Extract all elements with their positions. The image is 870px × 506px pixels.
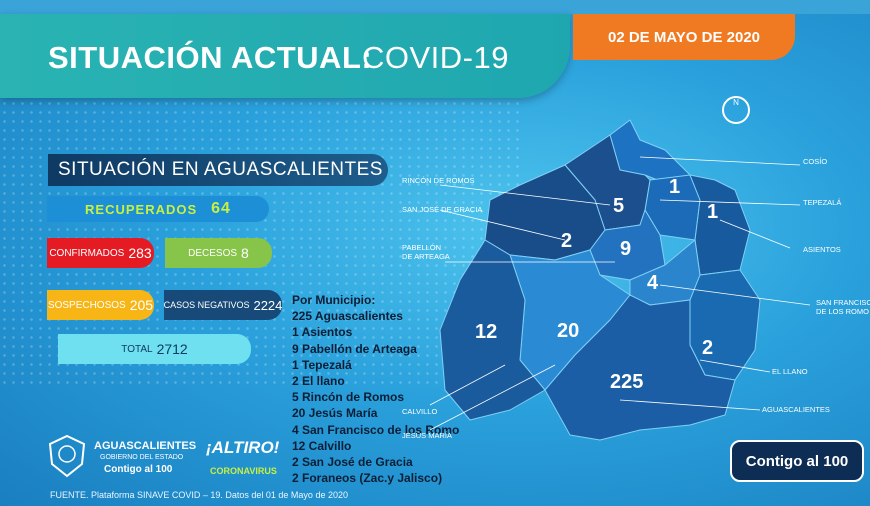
sospechosos-value: 205	[129, 297, 154, 313]
list-item: 20 Jesús María	[292, 406, 378, 421]
list-item: 1 Tepezalá	[292, 357, 352, 372]
map-label-sanfrancisco-2: DE LOS ROMO	[816, 307, 869, 316]
altiro-subtitle: CORONAVIRUS	[210, 466, 277, 476]
map-number-sanfrancisco: 4	[647, 272, 659, 294]
list-item: 12 Calvillo	[292, 438, 352, 453]
contigo-badge: Contigo al 100	[730, 440, 864, 482]
list-item: 225 Aguascalientes	[292, 309, 403, 324]
list-item: 2 San José de Gracia	[292, 455, 413, 470]
confirmados-label: CONFIRMADOS	[49, 247, 125, 259]
map-number-pabellon: 9	[620, 238, 632, 260]
map-label-sanfrancisco-1: SAN FRANCISCO	[816, 298, 870, 307]
map-label-aguascalientes: AGUASCALIENTES	[762, 405, 830, 414]
map-number-sanjose: 2	[561, 230, 573, 252]
map-asientos	[689, 174, 751, 276]
list-item: 2 El llano	[292, 374, 345, 389]
map-label-calvillo: CALVILLO	[402, 407, 438, 416]
map-calvillo	[439, 239, 546, 421]
map-aguascalientes	[544, 294, 736, 441]
map-elllano	[689, 269, 761, 381]
list-item: 5 Rincón de Romos	[292, 390, 405, 405]
list-item: 4 San Francisco de los Romo	[292, 422, 460, 437]
compass-icon: N	[722, 96, 750, 124]
map-label-sanjose: SAN JOSÉ DE GRACIA	[402, 205, 483, 214]
map-label-cosio: COSÍO	[803, 157, 828, 166]
page-title-light: COVID-19	[362, 40, 509, 75]
list-item: 1 Asientos	[292, 325, 353, 340]
top-bar	[0, 0, 870, 14]
map-number-tepezala: 1	[707, 201, 719, 223]
decesos-value: 8	[241, 245, 249, 261]
sospechosos-badge: SOSPECHOSOS 205	[47, 290, 154, 320]
total-label: TOTAL	[121, 343, 153, 355]
map-label-tepezala: TEPEZALÁ	[803, 198, 842, 207]
map-label-pabellon-1: PABELLÓN	[402, 243, 442, 252]
municipio-list: Por Municipio: 225 Aguascalientes 1 Asie…	[292, 292, 459, 486]
map-number-jesusmaria: 20	[557, 320, 580, 342]
confirmados-badge: CONFIRMADOS 283	[47, 238, 154, 268]
state-seal-icon	[48, 434, 86, 478]
state-slogan: Contigo al 100	[104, 464, 173, 475]
negativos-label: CASOS NEGATIVOS	[163, 300, 250, 310]
recuperados-label: RECUPERADOS	[85, 201, 198, 217]
sospechosos-label: SOSPECHOSOS	[47, 299, 126, 311]
total-value: 2712	[156, 341, 188, 357]
altiro-logo: ¡ALTIRO!	[206, 438, 280, 457]
map-number-rincon: 5	[613, 195, 625, 217]
map-label-elllano: EL LLANO	[772, 367, 808, 376]
map-number-cosio: 1	[669, 176, 681, 198]
map-label-rincon: RINCÓN DE ROMOS	[402, 176, 475, 185]
decesos-label: DECESOS	[188, 247, 238, 259]
confirmados-value: 283	[128, 245, 152, 261]
state-subtitle: GOBIERNO DEL ESTADO	[100, 454, 184, 461]
negativos-value: 2224	[253, 297, 283, 313]
header-banner	[0, 14, 570, 98]
source-footer: FUENTE. Plataforma SINAVE COVID – 19. Da…	[50, 490, 348, 500]
municipio-list-title: Por Municipio:	[292, 293, 376, 307]
map-number-elllano: 2	[702, 337, 714, 359]
negativos-badge: CASOS NEGATIVOS 2224	[164, 290, 282, 320]
page-title-bold: SITUACIÓN ACTUAL:	[48, 40, 373, 75]
map-number-calvillo: 12	[475, 321, 498, 343]
section-title: SITUACIÓN EN AGUASCALIENTES	[48, 154, 388, 186]
total-badge: TOTAL 2712	[58, 334, 251, 364]
map-number-aguascalientes: 225	[610, 371, 644, 393]
map-label-pabellon-2: DE ARTEAGA	[402, 252, 450, 261]
recuperados-value: 64	[211, 200, 231, 217]
state-name: AGUASCALIENTES	[94, 440, 197, 452]
list-item: 2 Foraneos (Zac.y Jalisco)	[292, 471, 443, 486]
recuperados-badge: RECUPERADOS 64	[47, 196, 269, 222]
decesos-badge: DECESOS 8	[165, 238, 272, 268]
date-badge: 02 DE MAYO DE 2020	[573, 14, 795, 60]
map-label-jesusmaria: JESÚS MARÍA	[402, 431, 453, 440]
list-item: 9 Pabellón de Arteaga	[292, 341, 417, 356]
map-label-asientos: ASIENTOS	[803, 245, 841, 254]
